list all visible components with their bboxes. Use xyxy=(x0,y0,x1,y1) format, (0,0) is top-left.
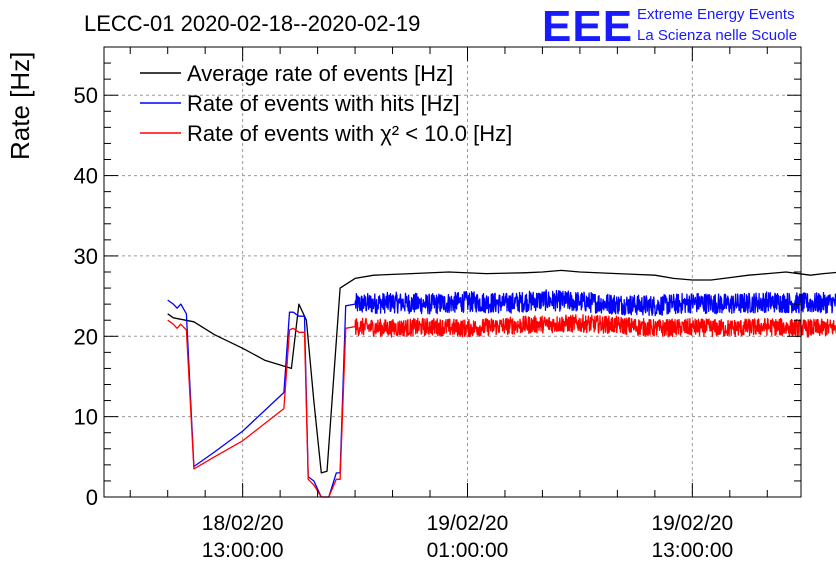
x-tick-label-time: 13:00:00 xyxy=(202,539,284,562)
series-line-3 xyxy=(167,314,836,498)
x-tick-label-time: 13:00:00 xyxy=(651,539,733,562)
x-tick-label-date: 19/02/20 xyxy=(651,512,733,535)
y-tick-labels: 0 10 20 30 40 50 xyxy=(74,83,98,510)
y-tick-label: 10 xyxy=(74,405,98,430)
x-tick-label-date: 19/02/20 xyxy=(427,512,509,535)
axis-ticks xyxy=(104,46,801,498)
y-tick-label: 0 xyxy=(86,485,98,510)
series-lines xyxy=(167,269,836,498)
eee-logo: EEE Extreme Energy Events La Scienza nel… xyxy=(542,2,797,51)
logo-mark: EEE xyxy=(542,2,633,51)
y-tick-label: 30 xyxy=(74,244,98,269)
series-line-2 xyxy=(167,289,836,498)
y-tick-label: 50 xyxy=(74,83,98,108)
grid xyxy=(104,47,801,497)
y-tick-label: 40 xyxy=(74,164,98,189)
legend: Average rate of events [Hz] Rate of event… xyxy=(140,61,512,146)
x-tick-label-date: 18/02/20 xyxy=(202,512,284,535)
y-axis-label: Rate [Hz] xyxy=(5,52,35,160)
legend-label-2: Rate of events with hits [Hz] xyxy=(187,91,460,116)
series-line-1 xyxy=(167,269,836,474)
legend-label-3: Rate of events with χ² < 10.0 [Hz] xyxy=(187,121,512,146)
x-tick-label-time: 01:00:00 xyxy=(427,539,509,562)
chart-title: LECC-01 2020-02-18--2020-02-19 xyxy=(84,11,420,36)
x-tick-labels: 18/02/20 13:00:00 19/02/20 01:00:00 19/02/20… xyxy=(202,512,733,562)
legend-label-1: Average rate of events [Hz] xyxy=(187,61,453,86)
logo-line2: La Scienza nelle Scuole xyxy=(637,27,797,44)
y-tick-label: 20 xyxy=(74,324,98,349)
logo-line1: Extreme Energy Events xyxy=(637,6,795,23)
